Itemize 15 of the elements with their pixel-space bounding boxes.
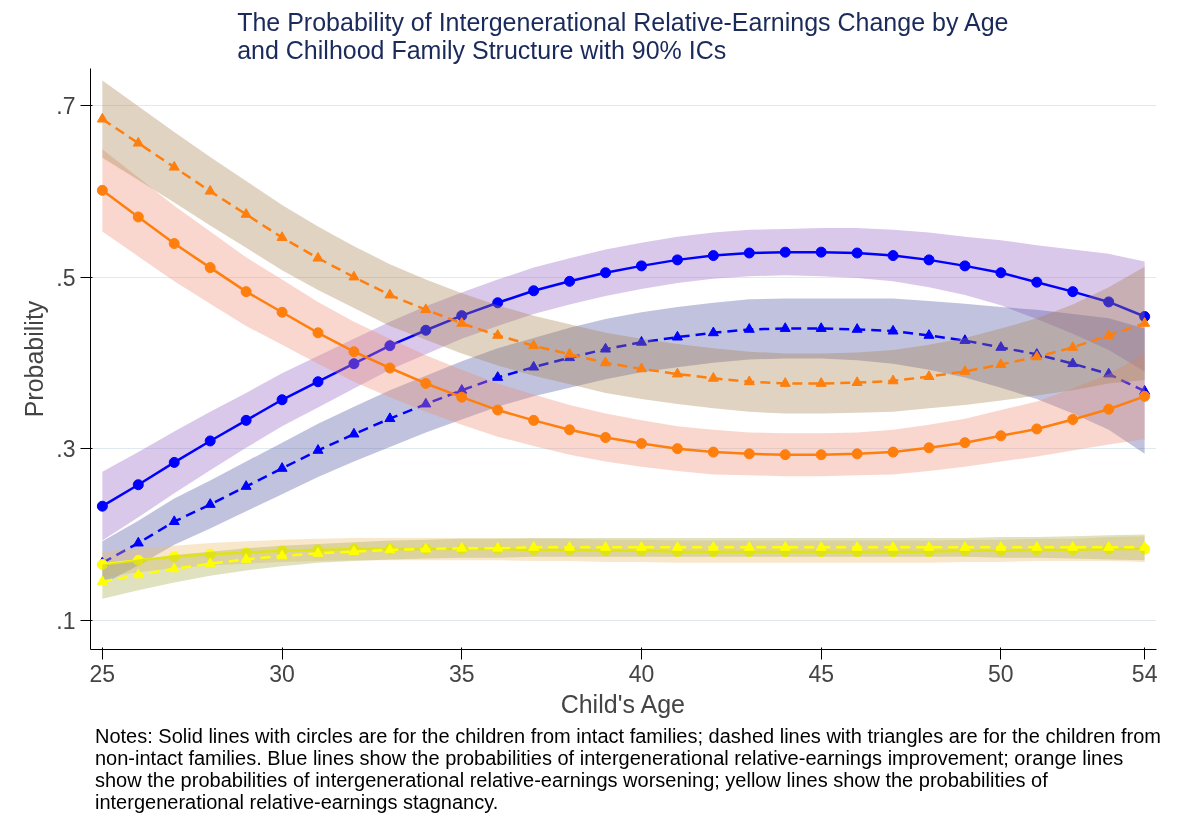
x-tick-label: 40 bbox=[628, 660, 655, 687]
x-tick-label: 50 bbox=[988, 660, 1014, 687]
text: Notes: Solid lines with circles are for the children from intact families; dashed lines with triangles are for the children from non-intact families. Blue lines show the probabilities of intergenerational relative-earnings improvement; orange lines show the probabilities of intergenerational relative-earnings worsening; yellow lines show the probabilities of intergenerational relative-earnings stagnancy. bbox=[95, 725, 1162, 813]
y-tick-label: .5 bbox=[56, 264, 76, 291]
x-tick-label: 54 bbox=[1131, 660, 1158, 687]
y-tick-label: .3 bbox=[56, 436, 76, 463]
y-axis-title: Probability bbox=[20, 300, 49, 418]
chart-title: The Probability of Intergenerational Relative-Earnings Change by Age and Chilhood Family Structure with 90% ICs bbox=[237, 7, 1009, 64]
x-tick-label: 35 bbox=[448, 660, 475, 687]
x-tick-label: 25 bbox=[89, 660, 116, 687]
y-tick-label: .1 bbox=[56, 607, 76, 634]
x-tick-label: 30 bbox=[269, 660, 295, 687]
x-axis-title: Child's Age bbox=[560, 689, 685, 718]
y-tick-label: .7 bbox=[56, 92, 76, 119]
x-tick-label: 45 bbox=[808, 660, 834, 687]
